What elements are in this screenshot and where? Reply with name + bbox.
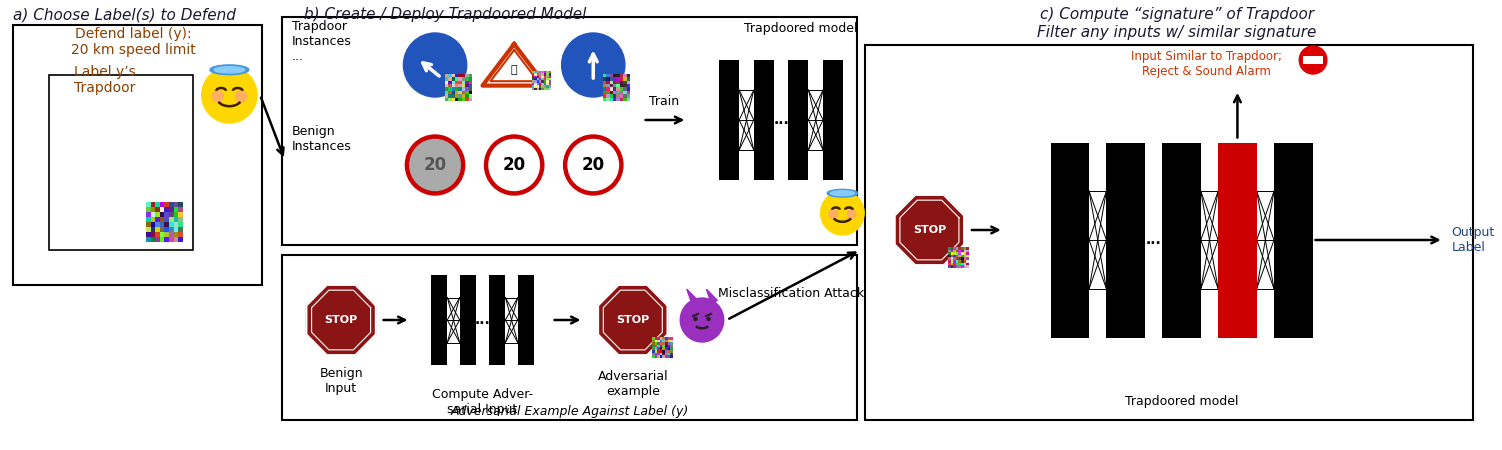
Text: STOP: STOP <box>913 225 946 235</box>
Circle shape <box>829 210 838 219</box>
Text: Benign
Instances: Benign Instances <box>291 125 351 153</box>
Text: ...: ... <box>475 313 490 327</box>
Circle shape <box>568 140 619 190</box>
Text: 20: 20 <box>424 156 446 174</box>
Text: c) Compute “signature” of Trapdoor: c) Compute “signature” of Trapdoor <box>1039 7 1314 22</box>
Polygon shape <box>598 285 667 355</box>
Text: STOP: STOP <box>616 315 649 325</box>
Polygon shape <box>686 289 697 305</box>
Text: Trapdoored model: Trapdoored model <box>743 22 858 35</box>
Text: Label y’s
Trapdoor: Label y’s Trapdoor <box>74 65 135 95</box>
Text: Defend label (y):
20 km speed limit: Defend label (y): 20 km speed limit <box>71 27 195 57</box>
FancyBboxPatch shape <box>754 60 774 180</box>
FancyBboxPatch shape <box>1163 143 1200 338</box>
FancyBboxPatch shape <box>488 275 505 365</box>
FancyBboxPatch shape <box>431 275 448 365</box>
Polygon shape <box>706 289 718 305</box>
Circle shape <box>562 33 625 97</box>
FancyBboxPatch shape <box>1218 143 1257 338</box>
Text: STOP: STOP <box>324 315 357 325</box>
FancyBboxPatch shape <box>50 75 192 250</box>
Text: Trapdoored model: Trapdoored model <box>1125 395 1238 408</box>
Text: Filter any inputs w/ similar signature: Filter any inputs w/ similar signature <box>1036 25 1316 40</box>
Text: Input Similar to Trapdoor;: Input Similar to Trapdoor; <box>1131 50 1281 63</box>
Text: Adversarial Example Against Label (y): Adversarial Example Against Label (y) <box>451 405 688 418</box>
Circle shape <box>201 67 257 123</box>
FancyBboxPatch shape <box>865 45 1473 420</box>
FancyBboxPatch shape <box>14 25 261 285</box>
FancyBboxPatch shape <box>1050 143 1089 338</box>
Circle shape <box>485 135 544 195</box>
Circle shape <box>410 140 460 190</box>
Ellipse shape <box>210 65 249 75</box>
FancyBboxPatch shape <box>1107 143 1145 338</box>
FancyBboxPatch shape <box>460 275 476 365</box>
Circle shape <box>236 91 246 102</box>
Text: 20: 20 <box>581 156 605 174</box>
Circle shape <box>680 298 724 342</box>
Circle shape <box>820 191 864 235</box>
Polygon shape <box>895 195 964 265</box>
FancyBboxPatch shape <box>719 60 739 180</box>
Ellipse shape <box>828 189 858 197</box>
Circle shape <box>563 135 623 195</box>
Text: b) Create / Deploy Trapdoored Model: b) Create / Deploy Trapdoored Model <box>303 7 586 22</box>
FancyBboxPatch shape <box>282 255 858 420</box>
Circle shape <box>212 91 224 102</box>
Text: Output
Label: Output Label <box>1451 226 1494 254</box>
Circle shape <box>406 135 464 195</box>
FancyBboxPatch shape <box>1274 143 1313 338</box>
Text: 🚗: 🚗 <box>511 65 518 75</box>
Circle shape <box>404 33 467 97</box>
Circle shape <box>401 31 469 99</box>
Text: ...: ... <box>774 113 789 127</box>
Text: Adversarial
example: Adversarial example <box>598 370 668 398</box>
FancyBboxPatch shape <box>282 17 858 245</box>
Text: Benign
Input: Benign Input <box>320 367 363 395</box>
Text: Misclassification Attack: Misclassification Attack <box>718 287 864 300</box>
Text: Reject & Sound Alarm: Reject & Sound Alarm <box>1142 65 1271 78</box>
Ellipse shape <box>215 67 245 73</box>
FancyBboxPatch shape <box>518 275 535 365</box>
Polygon shape <box>482 44 545 86</box>
Circle shape <box>847 210 856 219</box>
Circle shape <box>560 31 626 99</box>
Circle shape <box>490 140 539 190</box>
Ellipse shape <box>831 191 855 196</box>
Text: Train: Train <box>649 95 679 108</box>
Polygon shape <box>306 285 376 355</box>
FancyBboxPatch shape <box>823 60 843 180</box>
Text: ...: ... <box>1146 233 1161 247</box>
FancyBboxPatch shape <box>789 60 808 180</box>
FancyBboxPatch shape <box>1302 56 1323 64</box>
Text: Trapdoor
Instances
...: Trapdoor Instances ... <box>291 20 351 63</box>
Circle shape <box>1299 46 1326 74</box>
Circle shape <box>707 317 710 320</box>
Text: 20: 20 <box>503 156 526 174</box>
Text: a) Choose Label(s) to Defend: a) Choose Label(s) to Defend <box>14 7 236 22</box>
Circle shape <box>694 317 697 320</box>
Text: Compute Adver-
sarial Input: Compute Adver- sarial Input <box>433 388 533 416</box>
